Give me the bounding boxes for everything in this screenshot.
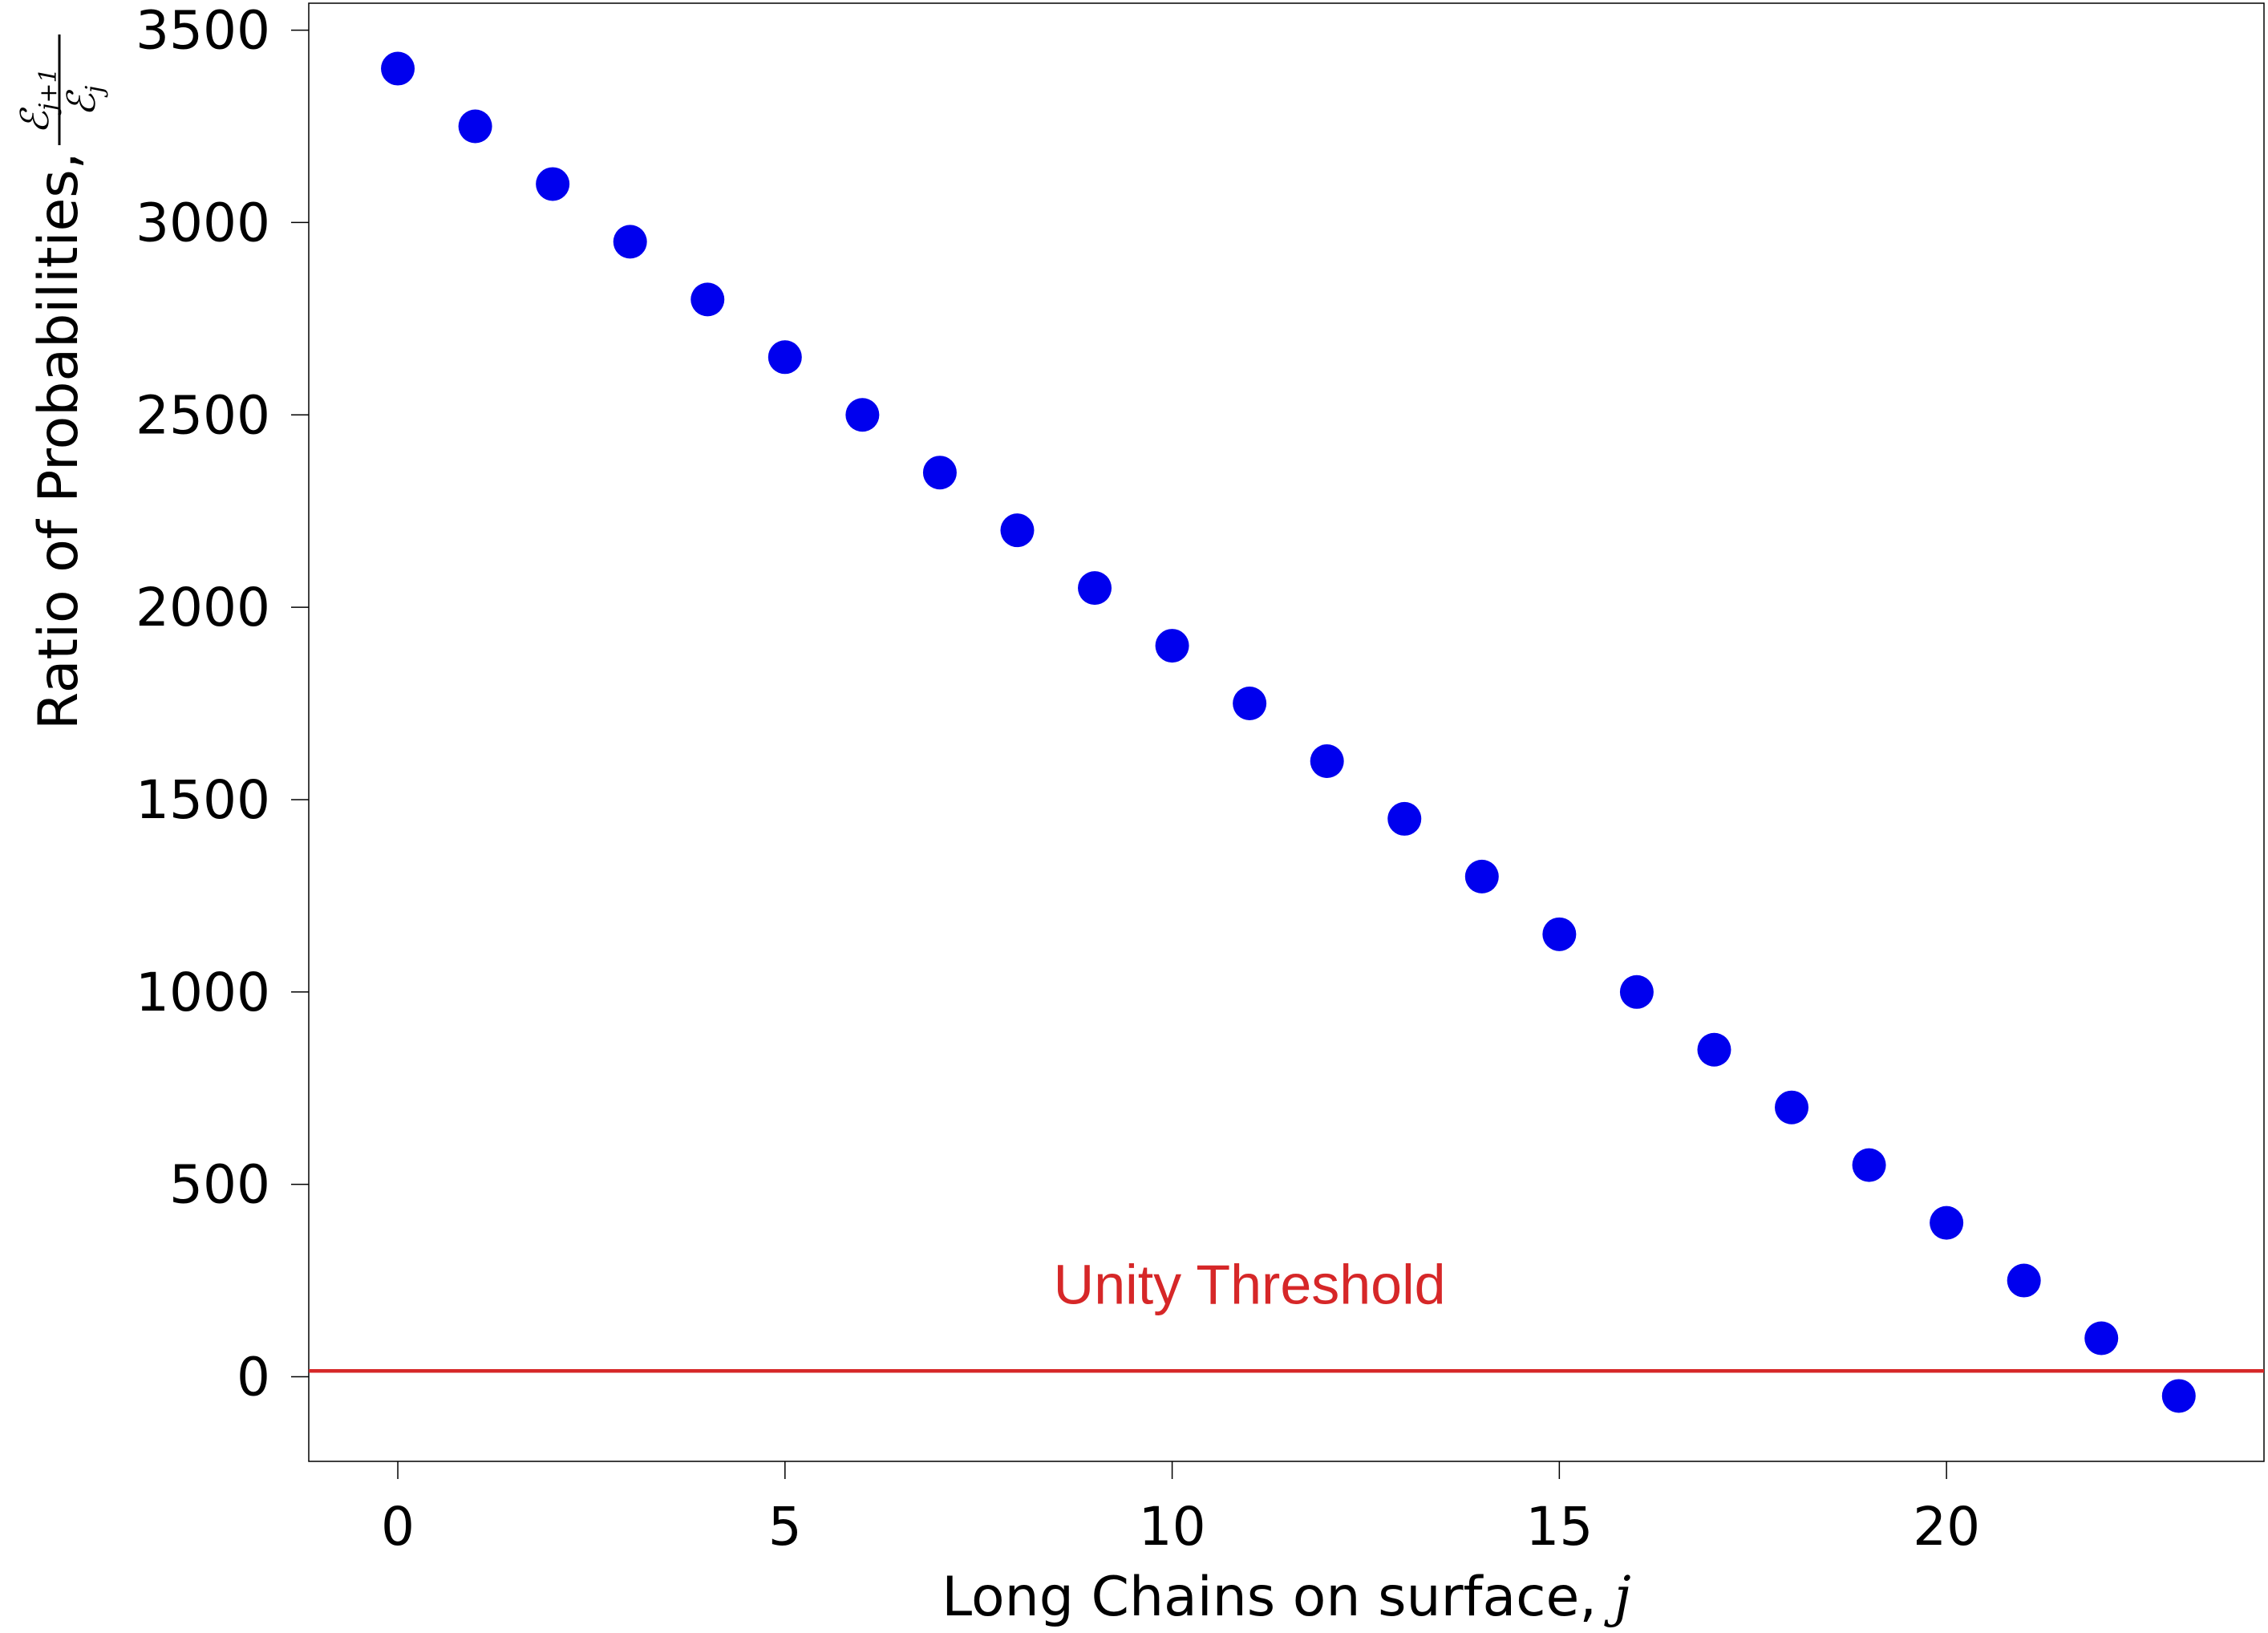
data-point <box>1000 513 1035 548</box>
y-axis-title-fraction: ℰj+1 ℰj <box>13 34 109 145</box>
data-point <box>1619 975 1654 1009</box>
data-point <box>1155 629 1189 663</box>
y-tick-label: 500 <box>169 1154 270 1216</box>
data-point <box>1542 917 1577 951</box>
data-point <box>1310 744 1344 778</box>
x-tick-label: 20 <box>1913 1496 1980 1558</box>
data-point <box>536 167 570 201</box>
y-axis-title: Ratio of Probabilities, ℰj+1 ℰj <box>13 34 109 730</box>
x-axis-ticks: 0 5 10 15 20 <box>381 1461 1980 1558</box>
data-point <box>381 51 415 86</box>
y-tick-label: 0 <box>237 1346 270 1408</box>
y-tick-label: 1000 <box>136 962 270 1023</box>
y-tick-label: 2000 <box>136 577 270 638</box>
x-tick-label: 5 <box>768 1496 802 1558</box>
x-tick-label: 10 <box>1139 1496 1206 1558</box>
data-point <box>767 340 802 375</box>
svg-text:ℰj: ℰj <box>59 86 109 116</box>
y-tick-label: 1500 <box>136 769 270 831</box>
data-point <box>1078 571 1112 606</box>
data-point <box>2007 1263 2041 1298</box>
data-point <box>1464 859 1499 893</box>
fraction-numerator-sub: j+1 <box>34 67 63 115</box>
fraction-denominator: ℰ <box>59 89 104 116</box>
data-point <box>1697 1032 1731 1067</box>
x-tick-label: 0 <box>381 1496 415 1558</box>
data-point <box>922 456 957 490</box>
fraction-numerator: ℰ <box>13 107 58 134</box>
data-point <box>1930 1206 1964 1240</box>
data-points <box>381 51 2196 1413</box>
data-point <box>2161 1379 2196 1413</box>
data-point <box>1775 1090 1809 1124</box>
x-tick-label: 15 <box>1525 1496 1593 1558</box>
data-point <box>1387 801 1422 836</box>
threshold-label: Unity Threshold <box>1054 1253 1446 1315</box>
y-tick-label: 3000 <box>136 192 270 253</box>
y-tick-label: 2500 <box>136 384 270 446</box>
threshold-layer: Unity Threshold <box>309 1253 2264 1373</box>
data-point <box>845 398 880 432</box>
x-axis-title: Long Chains on surface, j <box>942 1566 1630 1629</box>
y-tick-label: 3500 <box>136 0 270 62</box>
plot-frame <box>308 2 2265 1462</box>
data-point <box>691 282 725 317</box>
y-axis-title-text: Ratio of Probabilities, <box>27 152 91 730</box>
data-point <box>613 225 647 259</box>
data-point <box>2084 1321 2119 1355</box>
data-point <box>1233 687 1267 721</box>
x-axis-title-text: Long Chains on surface, <box>942 1566 1614 1629</box>
data-point <box>1852 1148 1886 1182</box>
svg-text:ℰj+1: ℰj+1 <box>13 67 63 134</box>
data-point <box>458 109 492 144</box>
y-axis-ticks: 0 500 1000 1500 2000 2500 3000 3500 <box>136 0 309 1408</box>
